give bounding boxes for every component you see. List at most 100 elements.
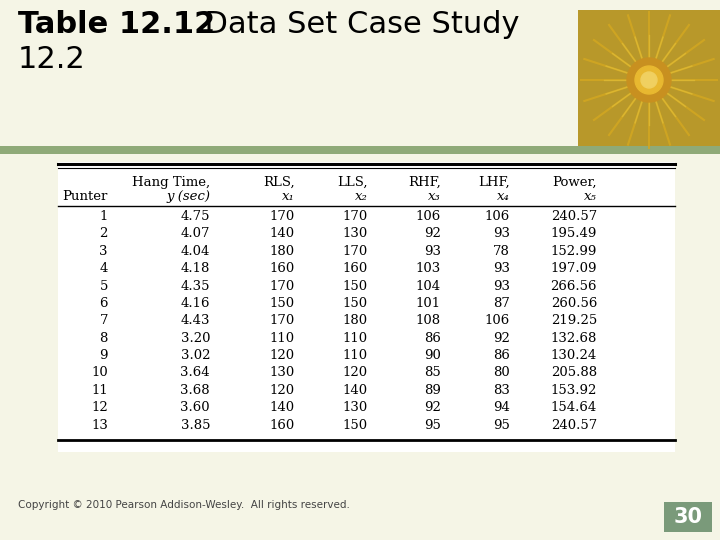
Text: Table 12.12  Data Set Case Study: Table 12.12 Data Set Case Study [18, 10, 528, 39]
Text: 4.75: 4.75 [181, 210, 210, 223]
Text: 132.68: 132.68 [551, 332, 597, 345]
Text: 110: 110 [343, 349, 368, 362]
Text: 93: 93 [493, 227, 510, 240]
Text: 152.99: 152.99 [551, 245, 597, 258]
Text: 4.43: 4.43 [181, 314, 210, 327]
Text: 6: 6 [99, 297, 108, 310]
Text: 140: 140 [270, 227, 295, 240]
Text: 4.07: 4.07 [181, 227, 210, 240]
Text: Punter: Punter [63, 190, 108, 203]
Text: 106: 106 [415, 210, 441, 223]
Text: 3: 3 [99, 245, 108, 258]
Text: 1: 1 [99, 210, 108, 223]
Text: 150: 150 [343, 297, 368, 310]
Text: 87: 87 [493, 297, 510, 310]
Text: x₁: x₁ [282, 190, 295, 203]
Text: 160: 160 [270, 262, 295, 275]
Text: 101: 101 [416, 297, 441, 310]
Text: 4.35: 4.35 [181, 280, 210, 293]
Text: 108: 108 [416, 314, 441, 327]
Text: 11: 11 [91, 384, 108, 397]
Text: 92: 92 [424, 227, 441, 240]
Text: 180: 180 [343, 314, 368, 327]
Text: Power,: Power, [552, 176, 597, 189]
Text: 95: 95 [424, 418, 441, 431]
FancyBboxPatch shape [0, 146, 720, 154]
Text: x₄: x₄ [497, 190, 510, 203]
Text: 3.85: 3.85 [181, 418, 210, 431]
Text: 140: 140 [270, 401, 295, 414]
Text: 130: 130 [343, 227, 368, 240]
Text: RLS,: RLS, [264, 176, 295, 189]
Text: 92: 92 [424, 401, 441, 414]
Text: 170: 170 [343, 245, 368, 258]
Text: 130.24: 130.24 [551, 349, 597, 362]
Text: 4.18: 4.18 [181, 262, 210, 275]
Text: 93: 93 [493, 262, 510, 275]
Text: 197.09: 197.09 [551, 262, 597, 275]
Text: 12.2: 12.2 [18, 45, 86, 74]
Text: 3.64: 3.64 [181, 367, 210, 380]
Text: 170: 170 [270, 210, 295, 223]
Text: 150: 150 [270, 297, 295, 310]
Circle shape [635, 66, 663, 94]
Text: 2: 2 [99, 227, 108, 240]
FancyBboxPatch shape [578, 10, 720, 150]
Text: 140: 140 [343, 384, 368, 397]
Text: 4.16: 4.16 [181, 297, 210, 310]
Text: 150: 150 [343, 418, 368, 431]
Text: x₂: x₂ [355, 190, 368, 203]
Text: 160: 160 [343, 262, 368, 275]
Text: 103: 103 [415, 262, 441, 275]
Text: Copyright © 2010 Pearson Addison-Wesley.  All rights reserved.: Copyright © 2010 Pearson Addison-Wesley.… [18, 500, 350, 510]
Text: 130: 130 [343, 401, 368, 414]
Text: 154.64: 154.64 [551, 401, 597, 414]
Text: 266.56: 266.56 [551, 280, 597, 293]
Text: 12: 12 [91, 401, 108, 414]
Text: 160: 160 [270, 418, 295, 431]
Text: 13: 13 [91, 418, 108, 431]
Text: 86: 86 [424, 332, 441, 345]
Text: 120: 120 [343, 367, 368, 380]
FancyBboxPatch shape [664, 502, 712, 532]
Text: Table 12.12: Table 12.12 [18, 10, 215, 39]
Text: x₅: x₅ [584, 190, 597, 203]
Text: 83: 83 [493, 384, 510, 397]
Text: 120: 120 [270, 349, 295, 362]
Circle shape [627, 58, 671, 102]
Circle shape [641, 72, 657, 88]
Text: 180: 180 [270, 245, 295, 258]
Text: 89: 89 [424, 384, 441, 397]
Text: LHF,: LHF, [478, 176, 510, 189]
Text: 5: 5 [99, 280, 108, 293]
Text: 4: 4 [99, 262, 108, 275]
Text: 93: 93 [493, 280, 510, 293]
Text: 80: 80 [493, 367, 510, 380]
Text: 110: 110 [343, 332, 368, 345]
Text: 3.60: 3.60 [181, 401, 210, 414]
Text: 86: 86 [493, 349, 510, 362]
Text: y (sec): y (sec) [166, 190, 210, 203]
Text: 170: 170 [270, 314, 295, 327]
Text: 94: 94 [493, 401, 510, 414]
Text: 3.68: 3.68 [181, 384, 210, 397]
Text: 8: 8 [99, 332, 108, 345]
Text: 195.49: 195.49 [551, 227, 597, 240]
Text: 260.56: 260.56 [551, 297, 597, 310]
Text: 10: 10 [91, 367, 108, 380]
Text: 9: 9 [99, 349, 108, 362]
Text: 240.57: 240.57 [551, 418, 597, 431]
Text: 3.20: 3.20 [181, 332, 210, 345]
Text: 78: 78 [493, 245, 510, 258]
Text: 93: 93 [424, 245, 441, 258]
Text: 3.02: 3.02 [181, 349, 210, 362]
Text: 153.92: 153.92 [551, 384, 597, 397]
Text: 30: 30 [673, 507, 703, 527]
Text: 92: 92 [493, 332, 510, 345]
Text: 95: 95 [493, 418, 510, 431]
Text: Data Set Case Study: Data Set Case Study [185, 10, 520, 39]
Text: 104: 104 [416, 280, 441, 293]
Text: 205.88: 205.88 [551, 367, 597, 380]
Text: x₃: x₃ [428, 190, 441, 203]
Text: 4.04: 4.04 [181, 245, 210, 258]
